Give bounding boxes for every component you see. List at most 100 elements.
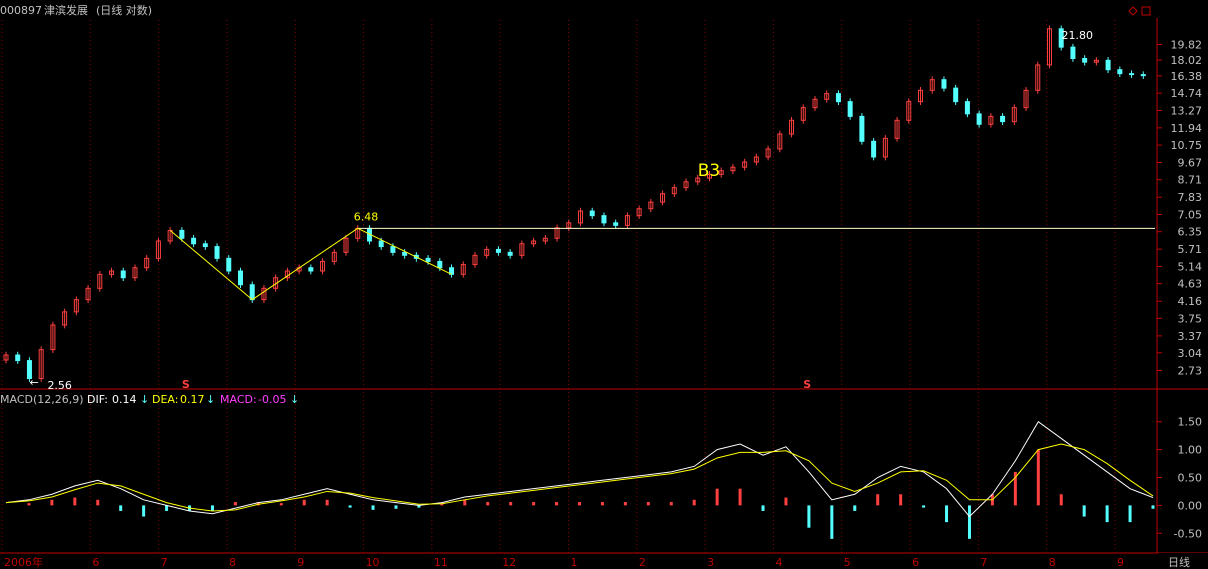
macd-tick-label: 0.00	[1178, 499, 1203, 512]
dea-label: DEA:	[152, 393, 178, 406]
candle-down	[378, 240, 384, 248]
price-tick-label: 3.37	[1178, 330, 1203, 343]
candle-up	[484, 248, 490, 256]
price-tick-label: 4.63	[1178, 278, 1203, 291]
time-tick-label: 3	[707, 556, 714, 569]
price-tick-label: 3.04	[1178, 347, 1203, 360]
time-tick-label: 10	[366, 556, 380, 569]
pivot-price-label: 6.48	[354, 210, 379, 223]
price-tick-label: 3.75	[1178, 312, 1203, 325]
candle-up	[765, 148, 771, 158]
macd-axis-ticks: 1.50 1.00 0.50 0.00 -0.50	[1157, 416, 1203, 540]
high-price-label: 21.80	[1061, 29, 1093, 42]
dif-value: 0.14	[112, 393, 137, 406]
price-tick-label: 9.67	[1178, 157, 1203, 170]
candle-up	[1011, 107, 1017, 123]
candle-up	[789, 119, 795, 135]
candle-up	[906, 101, 912, 121]
macd-title: MACD(12,26,9)	[0, 393, 84, 406]
candle-up	[3, 354, 9, 361]
candle-down	[871, 140, 877, 158]
time-tick-label: 1	[571, 556, 578, 569]
trend-overlay: 2.56 ← 6.48 21.80 B3 S S	[29, 29, 1155, 392]
candle-down	[507, 251, 513, 256]
low-arrow-icon: ←	[29, 376, 38, 389]
price-tick-label: 10.75	[1171, 139, 1203, 152]
candle-down	[120, 270, 126, 279]
candle-up	[683, 181, 689, 189]
price-tick-label: 16.38	[1171, 70, 1203, 83]
dea-line	[5, 443, 1154, 512]
candle-up	[261, 287, 267, 301]
candle-up	[331, 251, 337, 262]
candles-group	[3, 25, 1146, 382]
candle-up	[918, 89, 924, 103]
time-tick-label: 12	[502, 556, 516, 569]
candle-up	[988, 115, 994, 125]
period-label: (日线 对数)	[96, 3, 152, 17]
macd-tick-label: 1.00	[1178, 444, 1203, 457]
dea-value: 0.17	[180, 393, 205, 406]
candle-down	[26, 360, 32, 380]
time-tick-label: 6	[92, 556, 99, 569]
price-tick-label: 19.82	[1171, 38, 1203, 51]
candle-up	[85, 287, 91, 301]
candle-up	[1035, 64, 1041, 91]
candle-up	[460, 264, 466, 275]
candle-down	[237, 270, 243, 286]
candle-up	[97, 273, 103, 289]
vertical-grid	[1, 20, 1116, 553]
candle-down	[1129, 73, 1135, 76]
price-tick-label: 7.05	[1178, 208, 1203, 221]
candle-up	[542, 237, 548, 242]
candle-up	[706, 173, 712, 179]
price-tick-label: 11.94	[1171, 122, 1203, 135]
candle-down	[402, 251, 408, 256]
candle-up	[144, 257, 150, 269]
candle-down	[1117, 69, 1123, 75]
price-tick-label: 18.02	[1171, 54, 1203, 67]
time-tick-label: 9	[297, 556, 304, 569]
candle-down	[308, 267, 314, 272]
macd-tick-label: 1.50	[1178, 416, 1203, 429]
candle-up	[648, 201, 654, 210]
candle-up	[38, 349, 44, 380]
candle-up	[730, 166, 736, 172]
candle-up	[531, 240, 537, 245]
candle-up	[343, 237, 349, 253]
b3-annotation: B3	[698, 161, 720, 181]
candle-up	[753, 156, 759, 163]
candle-down	[390, 246, 396, 253]
candle-down	[953, 87, 959, 103]
candle-down	[191, 237, 197, 245]
candle-up	[742, 161, 748, 168]
candle-up	[109, 270, 115, 275]
diamond-icon[interactable]	[1128, 6, 1138, 16]
candle-up	[1023, 89, 1029, 109]
candle-up	[1093, 59, 1099, 63]
candle-up	[800, 107, 806, 121]
time-tick-label: 11	[434, 556, 448, 569]
time-axis-ticks: 2006年 6 7 8 9 10 11 12 1 2 3 4 5 6 7 8 9	[4, 555, 1124, 569]
low-price-label: 2.56	[47, 379, 71, 392]
candle-up	[472, 254, 478, 266]
macd-arrow-icon: ↓	[290, 393, 299, 406]
candle-down	[495, 248, 501, 253]
candle-down	[1058, 28, 1064, 48]
candle-up	[671, 187, 677, 195]
candle-down	[179, 229, 185, 239]
candle-up	[554, 227, 560, 239]
maximize-icon[interactable]	[1141, 6, 1151, 16]
window-controls[interactable]	[1128, 6, 1151, 16]
candle-up	[50, 324, 56, 351]
period-button[interactable]	[1158, 553, 1208, 569]
candle-down	[437, 260, 443, 269]
macd-tick-label: -0.50	[1174, 527, 1202, 540]
candle-up	[519, 243, 525, 256]
candle-down	[214, 246, 220, 259]
macd-value: -0.05	[258, 393, 286, 406]
dif-arrow-icon: ↓	[140, 393, 149, 406]
candle-down	[249, 284, 255, 301]
candle-up	[718, 170, 724, 175]
